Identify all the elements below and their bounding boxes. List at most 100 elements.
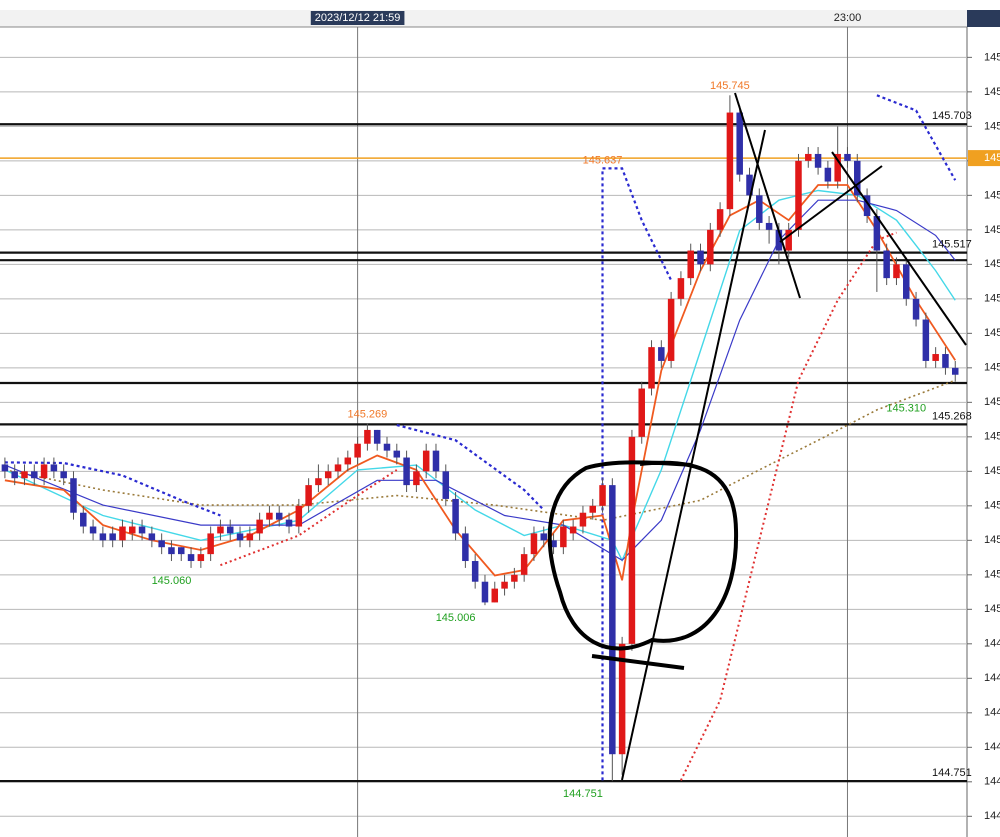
candle-body	[40, 464, 48, 479]
y-tick-label: 145.55	[984, 224, 1000, 236]
candle-body	[785, 229, 792, 251]
grid	[0, 27, 967, 837]
y-tick-label: 145.60	[984, 189, 1000, 201]
candle-body	[550, 540, 557, 548]
candle-body	[716, 209, 724, 230]
candle-body	[530, 533, 538, 555]
candle-body	[275, 512, 283, 520]
candle-body	[814, 153, 822, 168]
y-tick-label: 144.80	[984, 741, 1000, 753]
indicator-line	[4, 189, 956, 562]
candle-body	[364, 429, 371, 444]
candle-body	[912, 298, 920, 320]
candle-body	[354, 443, 361, 458]
labels: 145.703 145.517 145.268 144.751 145.745 145.6…	[152, 80, 972, 800]
candle-body	[99, 533, 107, 541]
candle-body	[413, 471, 420, 486]
y-tick-label: 144.85	[984, 707, 1000, 719]
y-tick-label: 145.80	[984, 51, 1000, 63]
candle-body	[21, 471, 28, 479]
candle-body	[932, 354, 939, 361]
price-annotation: 145.745	[710, 80, 750, 92]
y-tick-label: 145.15	[984, 500, 1000, 512]
candle-body	[481, 581, 489, 603]
candle-body	[707, 229, 714, 265]
candle-body	[736, 112, 743, 175]
candle-body	[70, 478, 77, 513]
candle-body	[922, 319, 930, 361]
candle-body	[344, 457, 352, 465]
candle-body	[442, 471, 450, 499]
candle-body	[168, 547, 175, 555]
price-annotation: 145.006	[436, 612, 476, 624]
y-tick-label: 145.35	[984, 362, 1000, 374]
candle-body	[628, 436, 636, 644]
y-tick-label: 145.40	[984, 327, 1000, 339]
y-tick-label: 145.05	[984, 569, 1000, 581]
candle-body	[89, 526, 97, 534]
candle-body	[756, 195, 763, 223]
y-tick-label: 144.70	[984, 810, 1000, 822]
trend-line	[779, 165, 883, 243]
indicator-lines	[4, 94, 957, 781]
candle-body	[511, 574, 518, 582]
candle-body	[207, 533, 214, 555]
candle-body	[491, 588, 499, 603]
candle-body	[520, 554, 528, 575]
candle-body	[746, 174, 753, 196]
price-annotation: 145.310	[886, 402, 926, 414]
price-annotation: 145.637	[583, 155, 623, 167]
hand-circle	[547, 460, 739, 651]
top-strip	[0, 0, 1000, 10]
trend-line	[734, 92, 801, 299]
candle-body	[844, 153, 851, 161]
level-label: 145.703	[932, 110, 972, 122]
candle-body	[903, 264, 910, 299]
candle-body	[197, 554, 205, 562]
indicator-line	[220, 231, 897, 781]
candle-body	[726, 112, 734, 210]
candle-body	[863, 195, 871, 217]
current-price-box	[968, 150, 1000, 167]
levels	[0, 123, 967, 783]
candle-body	[834, 153, 841, 182]
y-tick-label: 144.90	[984, 672, 1000, 684]
candle-body	[236, 533, 244, 541]
candle-body	[50, 464, 58, 472]
candle-body	[383, 443, 391, 451]
candle-body	[540, 533, 548, 541]
y-tick-label: 145.45	[984, 293, 1000, 305]
candle-body	[246, 533, 254, 541]
candle-body	[452, 498, 459, 534]
candle-body	[285, 519, 293, 527]
candle-body	[315, 478, 322, 486]
candle-body	[1, 464, 9, 472]
candle-body	[560, 526, 567, 548]
current-price-label: 145.654	[984, 152, 1000, 164]
candle-body	[462, 533, 469, 562]
y-tick-label: 144.95	[984, 638, 1000, 650]
level-label: 145.517	[932, 239, 972, 251]
candle-body	[501, 581, 508, 589]
y-tick-label: 144.75	[984, 776, 1000, 788]
candle-body	[667, 298, 675, 361]
y-tick-label: 145.30	[984, 396, 1000, 408]
candle-body	[765, 222, 773, 230]
candle-body	[226, 526, 234, 534]
candle-body	[638, 388, 645, 437]
level-label: 144.751	[932, 767, 972, 779]
candle-body	[60, 471, 67, 479]
candle-body	[609, 485, 616, 755]
y-tick-label: 145.10	[984, 534, 1000, 546]
candle-body	[80, 512, 87, 527]
candle-body	[893, 264, 900, 279]
candle-body	[187, 554, 195, 562]
y-tick-label: 145.00	[984, 603, 1000, 615]
candle-body	[393, 450, 401, 458]
candle-body	[295, 505, 303, 527]
candle-body	[148, 533, 156, 541]
candle-body	[334, 464, 342, 472]
candle-body	[579, 512, 587, 527]
candle-body	[305, 485, 312, 506]
candle-body	[805, 153, 812, 161]
